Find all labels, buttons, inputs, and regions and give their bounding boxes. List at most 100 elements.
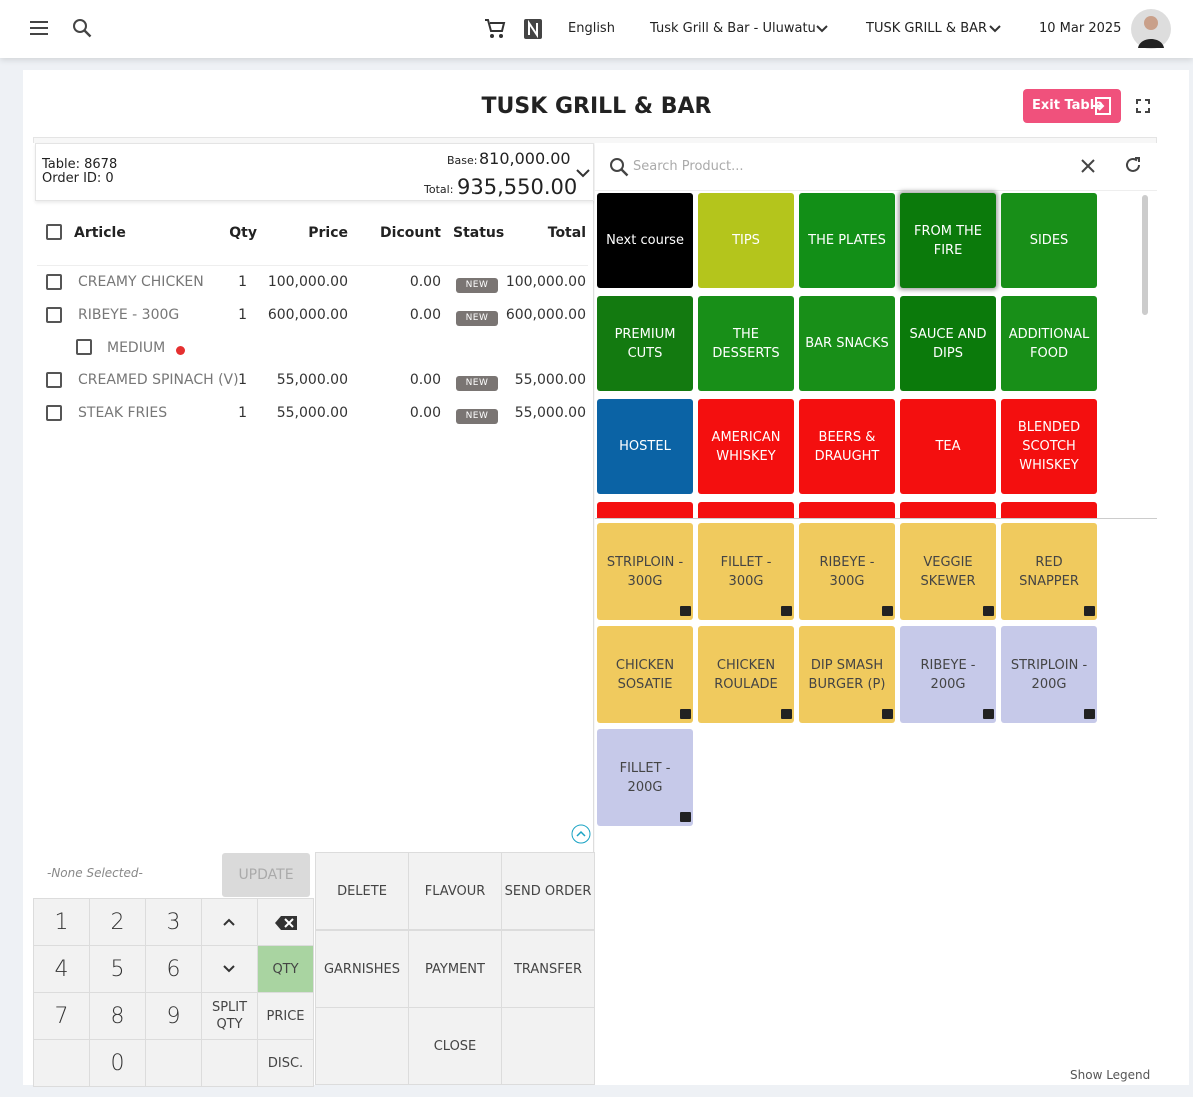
category-tile[interactable]: TIPS — [698, 193, 794, 288]
chevron — [816, 25, 828, 33]
keypad-key[interactable]: DISC. — [257, 1039, 314, 1087]
nfc-icon[interactable] — [523, 18, 543, 40]
action-button[interactable]: FLAVOUR — [408, 852, 502, 930]
table-label: Table: 8678 — [42, 157, 118, 172]
product-icon — [882, 709, 893, 719]
search-icon[interactable] — [72, 18, 92, 38]
category-tile[interactable]: BLENDED SCOTCH WHISKEY — [1001, 399, 1097, 494]
action-button[interactable]: PAYMENT — [408, 930, 502, 1008]
keypad-key[interactable]: 8 — [89, 992, 146, 1040]
product-tile[interactable]: RED SNAPPER — [1001, 523, 1097, 620]
venue-select[interactable]: Tusk Grill & Bar - Uluwatu — [650, 21, 816, 36]
keypad-key[interactable]: QTY — [257, 945, 314, 993]
row-checkbox[interactable] — [46, 274, 62, 290]
category-tile[interactable]: BEERS & DRAUGHT — [799, 399, 895, 494]
cart-icon[interactable] — [484, 18, 506, 40]
clear-icon[interactable] — [1080, 158, 1096, 174]
status-badge: NEW — [456, 376, 498, 391]
backspace-icon — [275, 916, 297, 930]
modifier-checkbox[interactable] — [76, 339, 92, 355]
action-button[interactable]: CLOSE — [408, 1007, 502, 1085]
category-tile[interactable]: TEA — [900, 399, 996, 494]
keypad-key[interactable]: 0 — [89, 1039, 146, 1087]
article: CREAMED SPINACH (V) — [78, 372, 239, 388]
update-button[interactable]: UPDATE — [222, 853, 310, 897]
category-tile[interactable]: THE PLATES — [799, 193, 895, 288]
action-button[interactable] — [501, 1007, 595, 1085]
exit-table-button[interactable]: Exit Table — [1023, 89, 1121, 123]
action-button[interactable]: SEND ORDER — [501, 852, 595, 930]
keypad-key[interactable] — [33, 1039, 90, 1087]
keypad-key[interactable] — [201, 1039, 258, 1087]
fullscreen-icon[interactable] — [1136, 99, 1150, 113]
keypad-key[interactable]: 4 — [33, 945, 90, 993]
modifier-label: MEDIUM — [107, 340, 166, 356]
row-checkbox[interactable] — [46, 372, 62, 388]
button-label[interactable]: Exit Table — [1032, 98, 1104, 113]
product-tile[interactable]: CHICKEN ROULADE — [698, 626, 794, 723]
action-button[interactable]: GARNISHES — [315, 930, 409, 1008]
action-button[interactable] — [315, 1007, 409, 1085]
category-tile[interactable]: Next course — [597, 193, 693, 288]
qty: 1 — [238, 372, 247, 388]
category-tile[interactable]: HOSTEL — [597, 399, 693, 494]
row-checkbox[interactable] — [46, 405, 62, 421]
top-bar: English Tusk Grill & Bar - Uluwatu TUSK … — [0, 0, 1193, 58]
product-tile[interactable]: STRIPLOIN - 300G — [597, 523, 693, 620]
total-label: Total: — [424, 183, 454, 196]
keypad-key[interactable]: SPLIT QTY — [201, 992, 258, 1040]
keypad-key[interactable]: 5 — [89, 945, 146, 993]
collapse-icon[interactable] — [571, 824, 591, 844]
keypad-key[interactable]: PRICE — [257, 992, 314, 1040]
product-tile[interactable]: VEGGIE SKEWER — [900, 523, 996, 620]
product-tile[interactable]: STRIPLOIN - 200G — [1001, 626, 1097, 723]
select-all-checkbox[interactable] — [46, 224, 62, 240]
product-tile[interactable]: RIBEYE - 200G — [900, 626, 996, 723]
product-icon — [680, 812, 691, 822]
refresh-icon[interactable] — [1124, 156, 1142, 174]
product-tile[interactable]: FILLET - 200G — [597, 729, 693, 826]
language[interactable]: English — [568, 21, 615, 36]
keypad-key[interactable]: 6 — [145, 945, 202, 993]
page-title: TUSK GRILL & BAR — [481, 94, 712, 119]
row-checkbox[interactable] — [46, 307, 62, 323]
keypad-key[interactable]: 7 — [33, 992, 90, 1040]
expand-icon[interactable] — [576, 168, 590, 178]
category-tile[interactable]: ADDITIONAL FOOD — [1001, 296, 1097, 391]
status-badge: NEW — [456, 311, 498, 326]
category-tile-partial — [1001, 502, 1097, 518]
keypad-key[interactable]: 1 — [33, 898, 90, 946]
action-button[interactable]: TRANSFER — [501, 930, 595, 1008]
price: 600,000.00 — [267, 307, 348, 323]
status-badge: NEW — [456, 278, 498, 293]
status-badge: NEW — [456, 409, 498, 424]
product-icon — [680, 709, 691, 719]
product-tile[interactable]: DIP SMASH BURGER (P) — [799, 626, 895, 723]
category-tile[interactable]: PREMIUM CUTS — [597, 296, 693, 391]
date: 10 Mar 2025 — [1039, 21, 1122, 36]
category-tile[interactable]: BAR SNACKS — [799, 296, 895, 391]
keypad-key[interactable]: 2 — [89, 898, 146, 946]
category-tile[interactable]: THE DESSERTS — [698, 296, 794, 391]
qty: 1 — [238, 405, 247, 421]
keypad-key[interactable] — [145, 1039, 202, 1087]
article: CREAMY CHICKEN — [78, 274, 204, 290]
category-tile[interactable]: FROM THE FIRE — [900, 193, 996, 288]
product-tile[interactable]: FILLET - 300G — [698, 523, 794, 620]
menu-icon[interactable] — [29, 19, 49, 37]
category-tile[interactable]: SAUCE AND DIPS — [900, 296, 996, 391]
keypad-key[interactable]: 3 — [145, 898, 202, 946]
search-bar: Search Product... — [595, 143, 1157, 191]
product-tile[interactable]: RIBEYE - 300G — [799, 523, 895, 620]
search-input[interactable]: Search Product... — [633, 159, 744, 174]
outlet-select[interactable]: TUSK GRILL & BAR — [866, 21, 988, 36]
total: 55,000.00 — [514, 372, 586, 388]
product-tile[interactable]: CHICKEN SOSATIE — [597, 626, 693, 723]
show-legend[interactable]: Show Legend — [1070, 1068, 1151, 1082]
category-tile[interactable]: AMERICAN WHISKEY — [698, 399, 794, 494]
avatar[interactable] — [1130, 8, 1172, 50]
keypad-key[interactable]: 9 — [145, 992, 202, 1040]
price: 100,000.00 — [267, 274, 348, 290]
category-tile[interactable]: SIDES — [1001, 193, 1097, 288]
action-button[interactable]: DELETE — [315, 852, 409, 930]
